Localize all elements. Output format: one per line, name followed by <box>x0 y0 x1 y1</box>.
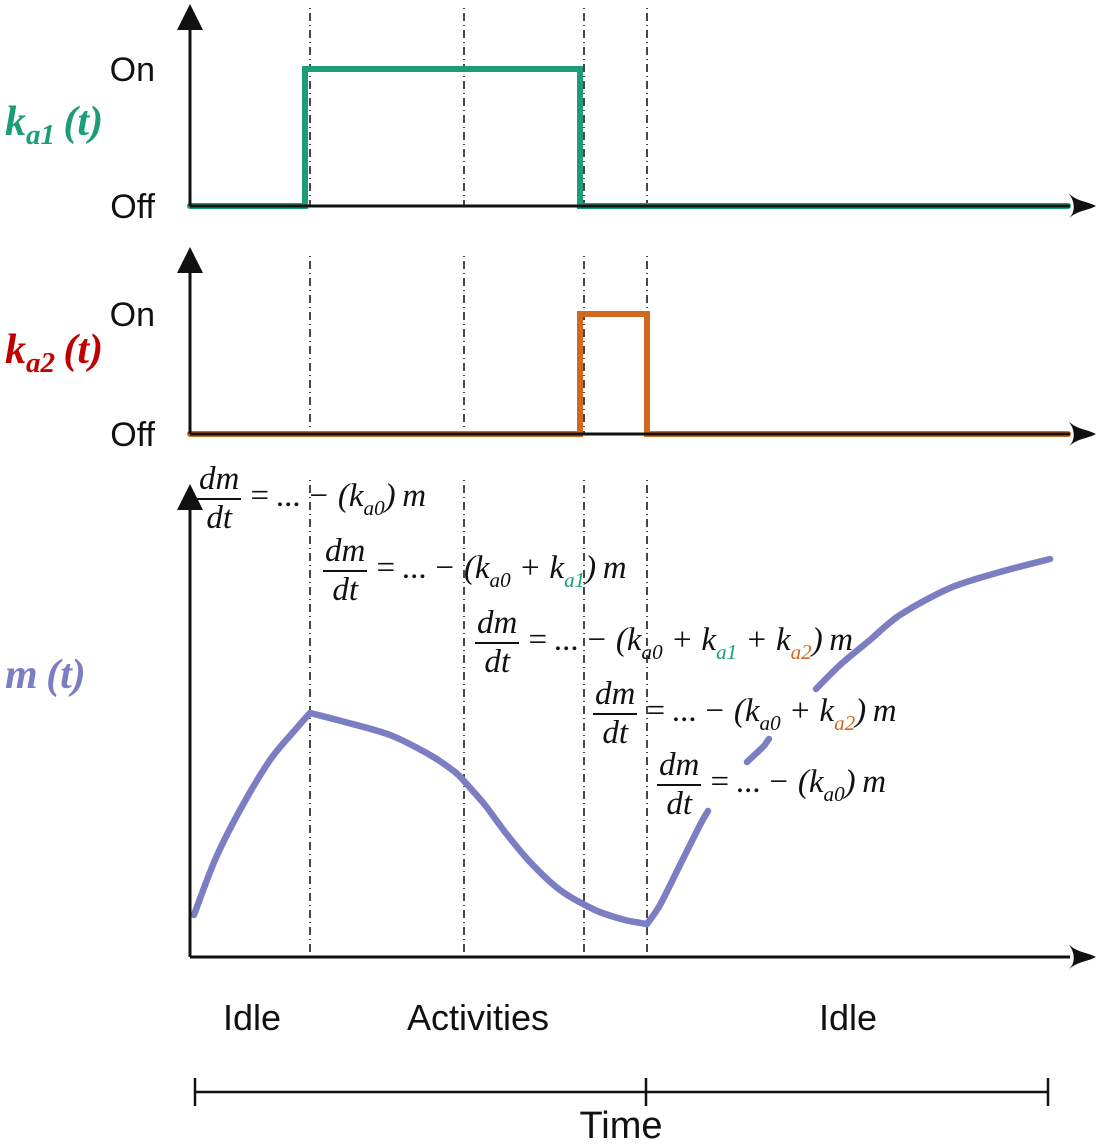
svg-text:Off: Off <box>110 416 155 454</box>
svg-text:Idle: Idle <box>819 997 877 1038</box>
svg-text:ka1 (t): ka1 (t) <box>5 99 103 151</box>
svg-text:Idle: Idle <box>223 997 281 1038</box>
svg-text:Off: Off <box>110 188 155 226</box>
svg-text:On: On <box>110 296 155 334</box>
svg-text:ka2 (t): ka2 (t) <box>5 327 103 379</box>
svg-text:Time: Time <box>579 1105 662 1144</box>
svg-text:Activities: Activities <box>407 997 549 1038</box>
svg-text:On: On <box>110 51 155 89</box>
svg-text:m (t): m (t) <box>5 652 86 698</box>
